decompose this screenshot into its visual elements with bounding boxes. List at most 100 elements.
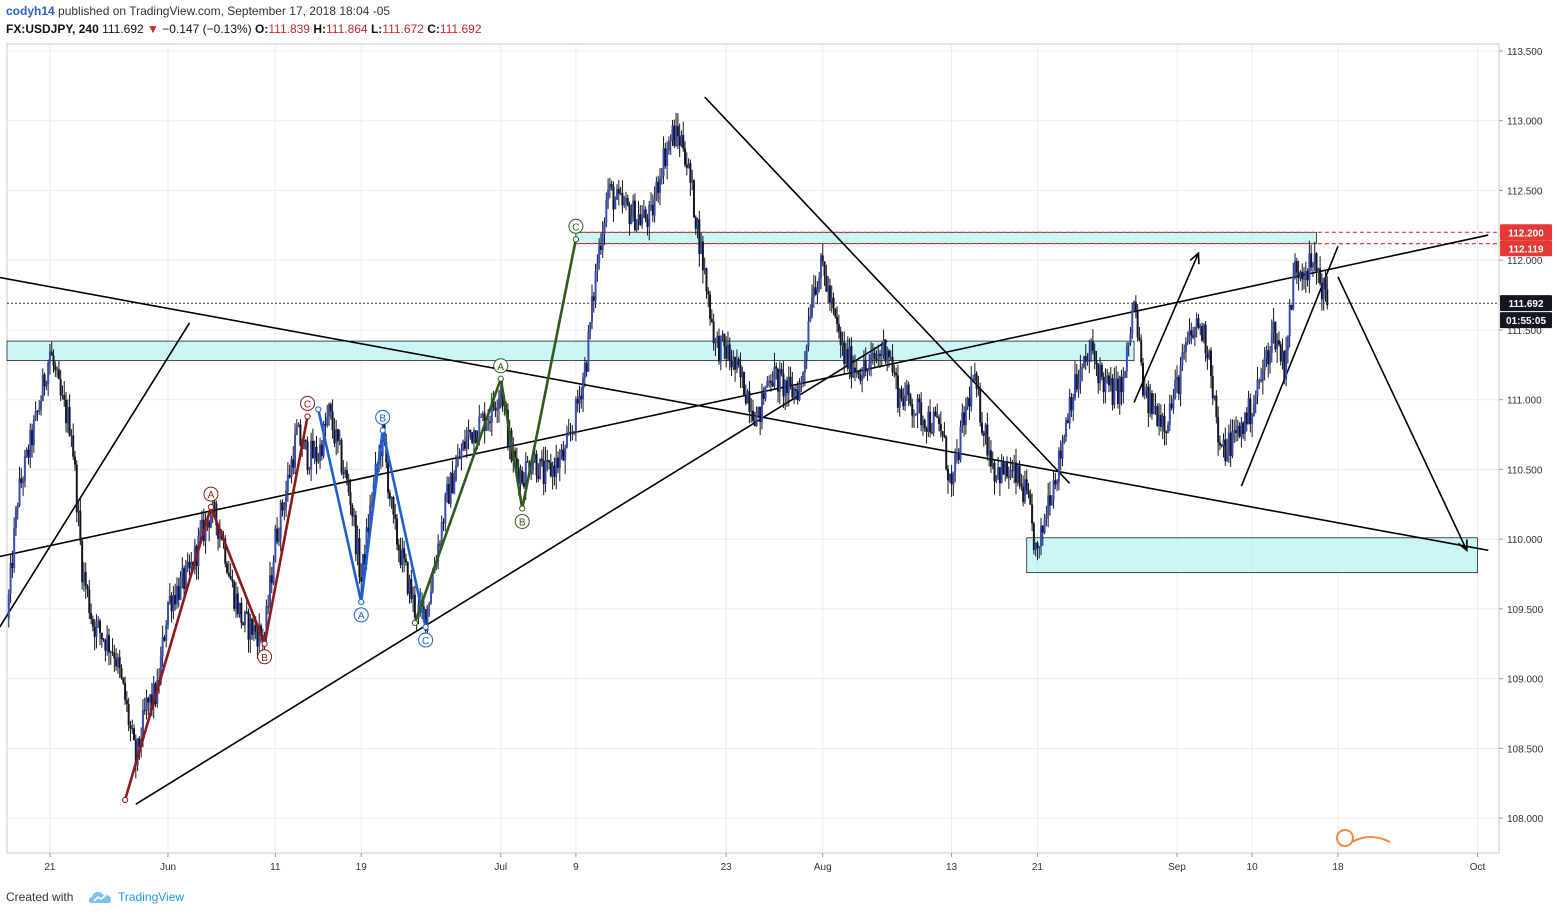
candle-body [1315,253,1318,273]
candle [1188,318,1191,345]
candle [86,584,89,598]
candle [980,412,983,436]
candle [1091,329,1094,355]
candle-body [700,241,703,254]
candle-body [36,411,39,413]
candle [14,505,17,536]
candle [957,448,960,465]
candle-body [521,470,524,483]
candle [692,179,695,218]
candle-body [408,579,411,594]
candle [621,180,624,214]
candle [617,179,620,206]
candle-body [249,618,252,640]
candle-body [1208,350,1211,359]
candle-body [147,697,150,703]
candle [821,243,824,267]
candle [743,371,746,397]
candle [678,123,681,158]
candle [1272,307,1275,344]
candle-body [1029,494,1032,505]
candle-body [1152,406,1155,414]
candle [746,388,749,404]
candle [290,455,293,484]
candle-body [760,393,763,423]
candle [737,356,740,368]
candle [793,386,796,404]
candle-body [39,400,42,410]
candle-body [243,611,246,626]
candle [306,436,309,475]
interval: 240 [78,22,99,36]
candle-body [1104,377,1107,393]
candle-body [997,467,1000,476]
candle [1041,525,1044,546]
candle-body [72,435,75,457]
candle [576,389,579,413]
candle-body [1279,344,1282,362]
candle-body [793,389,796,398]
candle-body [752,410,754,421]
candle-body [204,520,207,542]
candle [1025,469,1028,495]
candle-body [1108,375,1111,386]
candle-body [650,204,653,206]
candle [521,466,524,486]
candle [1202,322,1205,344]
tradingview-watermark-icon [1336,829,1391,847]
candle [1247,390,1250,425]
tradingview-brand-link[interactable]: TradingView [118,890,185,904]
candle-body [603,222,606,235]
tradingview-logo-icon[interactable] [88,889,114,907]
candle-body [964,406,967,426]
candle-body [18,478,21,506]
candle [175,577,178,609]
arrow-shaft [1337,276,1468,551]
candle [1197,314,1200,330]
candle-body [442,522,445,524]
candle-body [113,652,116,659]
candle-body [1175,376,1178,380]
candle [93,619,96,651]
candle-body [1143,390,1146,396]
candle [791,371,794,400]
candle-body [1251,416,1254,425]
candle-body [569,431,572,434]
candle-body [410,579,413,600]
candle [43,372,46,396]
candle [308,466,311,475]
candle [583,356,586,388]
candle [687,158,690,169]
candle [1065,417,1068,442]
x-tick-label: 18 [1332,862,1344,873]
candle [1108,372,1111,393]
candle [603,217,606,246]
candle [1023,470,1026,504]
candle-body [238,602,241,615]
candle-body [252,625,255,635]
candle [1040,517,1043,556]
candle-body [785,380,788,394]
candle [1199,323,1202,336]
candle-body [1326,289,1329,306]
candle [1138,327,1141,342]
candle [231,569,234,588]
candle-body [787,376,790,394]
author-name[interactable]: codyh14 [6,4,55,18]
candle-body [286,474,289,492]
candle-body [25,449,28,456]
candle-body [1226,451,1229,462]
candle-body [546,460,549,462]
candle [598,238,601,270]
candle-body [533,454,536,461]
candle [759,406,762,436]
candle [938,413,941,432]
candle-body [460,450,463,459]
candle-body [802,372,805,382]
candle-body [950,473,953,485]
candle [778,361,781,405]
candle [877,344,880,368]
candle-body [1016,465,1019,483]
candle [782,360,785,409]
